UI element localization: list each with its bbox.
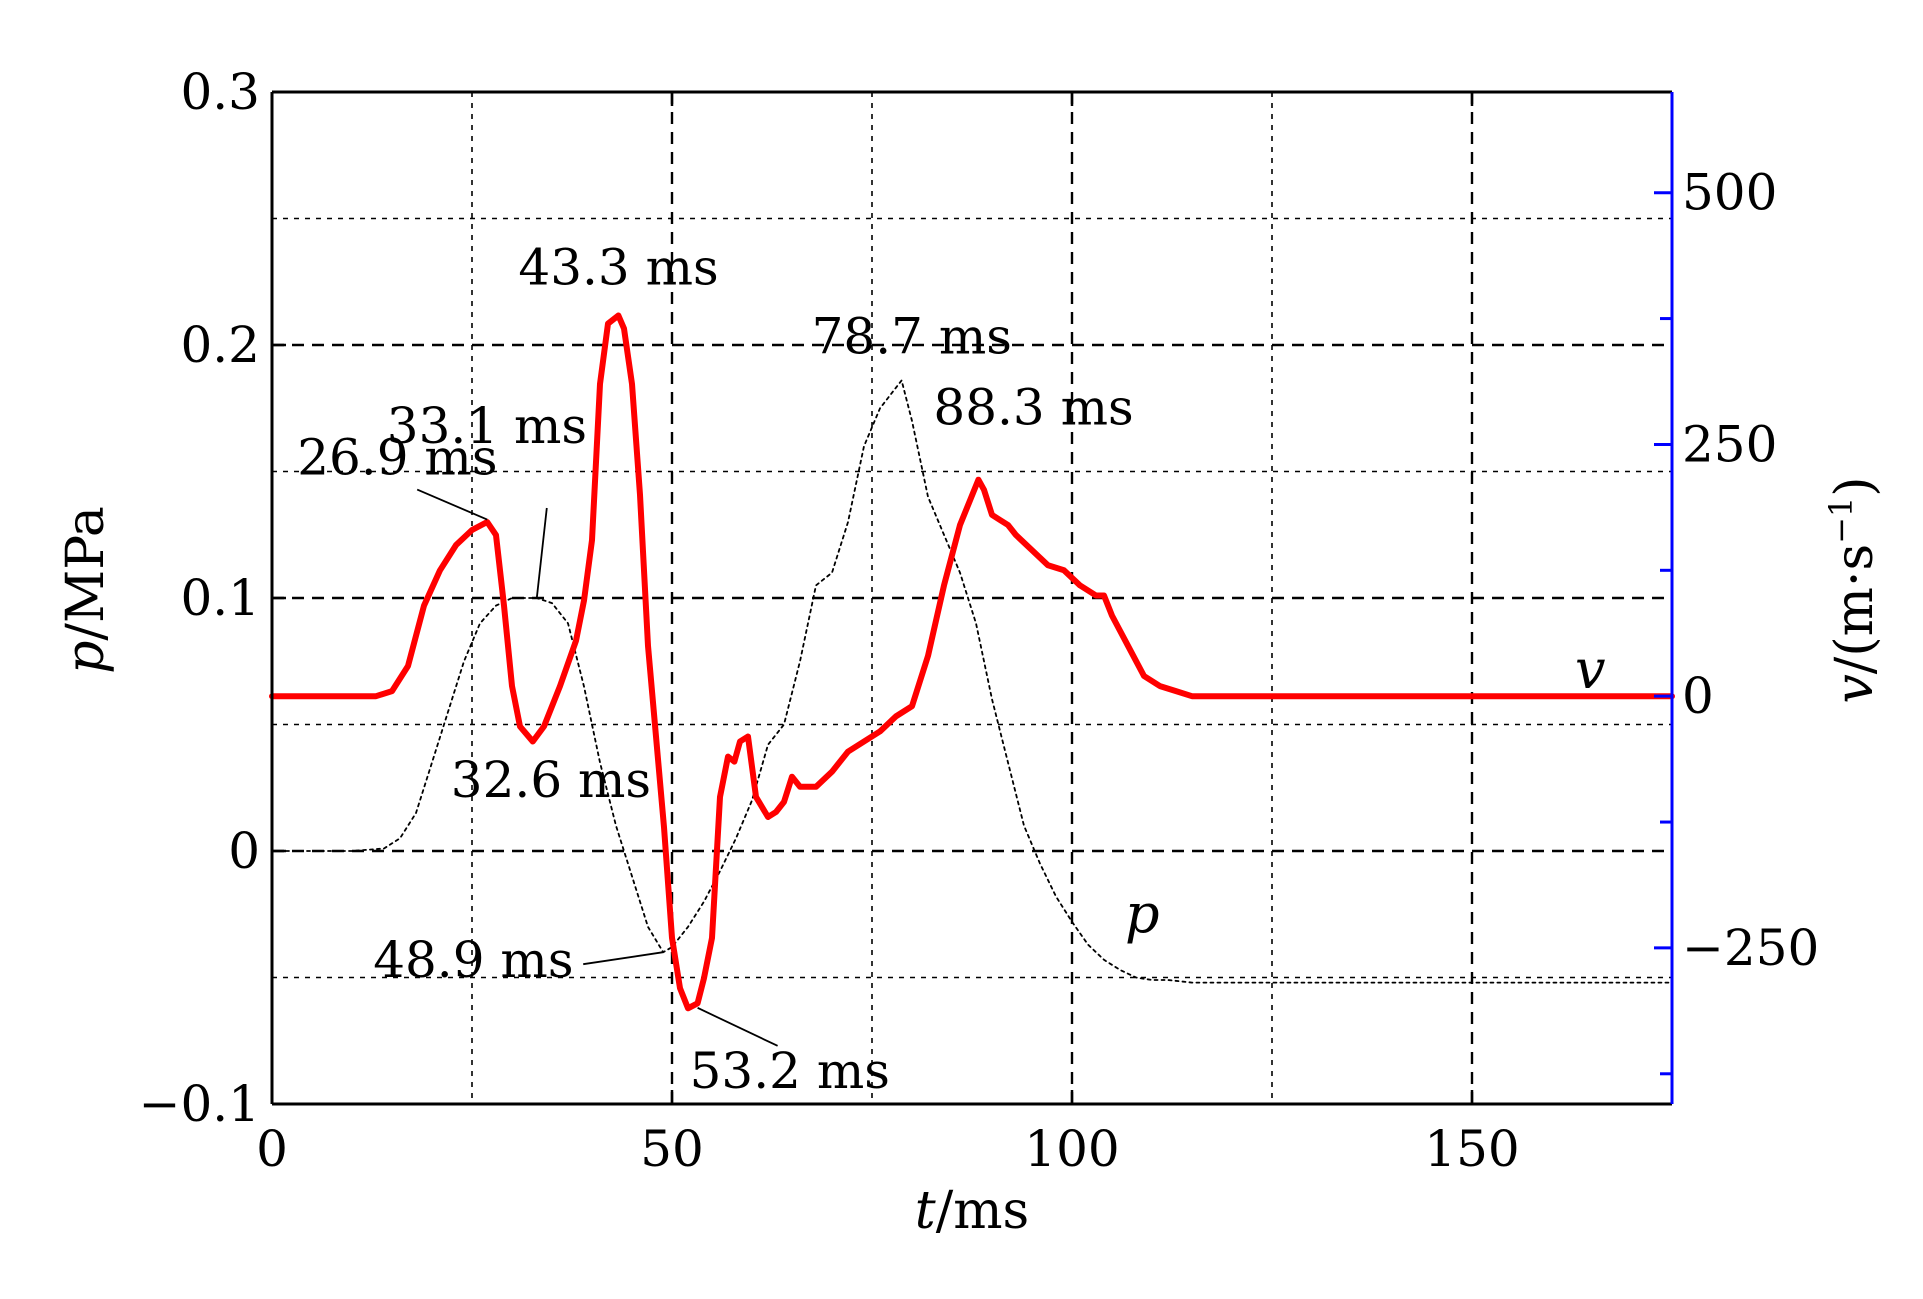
series-line-p (271, 379, 1673, 984)
series-label-v: v (1575, 638, 1606, 701)
y-right-tick-label: −250 (1682, 919, 1819, 977)
annotation-leader (535, 507, 548, 599)
annotation-label: 53.2 ms (690, 1042, 890, 1100)
y-left-tick-label: 0.2 (180, 316, 260, 374)
x-tick-label: 150 (1424, 1120, 1519, 1178)
y-right-tick-label: 250 (1682, 415, 1777, 473)
y-right-tick-label: 500 (1682, 164, 1777, 222)
y-right-label-symbol: v (1825, 674, 1885, 703)
y-left-tick-label: 0.3 (180, 63, 260, 121)
y-right-label-exponent: −1 (1822, 497, 1860, 544)
x-axis-label-symbol: t (915, 1181, 936, 1241)
series-line-v (269, 312, 1675, 1012)
y-axis-left-label: p/MPa (56, 506, 116, 674)
annotation-label: 88.3 ms (933, 378, 1133, 436)
x-tick-label: 50 (640, 1120, 704, 1178)
annotation-label: 48.9 ms (373, 931, 573, 989)
x-axis-label-unit: /ms (936, 1181, 1030, 1241)
annotation-leader (416, 488, 488, 521)
annotation-label: 26.9 ms (297, 429, 497, 487)
y-left-tick-label: 0 (228, 822, 260, 880)
annotation-label: 78.7 ms (812, 307, 1012, 365)
y-left-label-unit: /MPa (56, 506, 116, 640)
y-axis-right-label: v/(m·s−1) (1822, 476, 1885, 703)
annotation-leader (697, 1007, 778, 1047)
y-left-tick-label: −0.1 (139, 1075, 260, 1133)
y-left-label-symbol: p (56, 641, 116, 674)
series-label-p: p (1125, 882, 1160, 945)
x-tick-label: 100 (1024, 1120, 1119, 1178)
y-right-label-unit: /(m·s (1825, 544, 1885, 674)
annotation-leaders (416, 488, 778, 1047)
annotation-label: 33.1 ms (387, 397, 587, 455)
tick-marks (270, 90, 1672, 1106)
x-tick-label: 0 (256, 1120, 288, 1178)
y-left-tick-label: 0.1 (180, 569, 260, 627)
annotation-label: 32.6 ms (451, 751, 651, 809)
annotation-label: 43.3 ms (518, 239, 718, 297)
y-right-label-close: ) (1825, 476, 1885, 496)
series-layer (269, 312, 1675, 1012)
x-axis-label: t/ms (915, 1181, 1029, 1241)
annotation-leader (583, 951, 664, 966)
y-right-tick-label: 0 (1682, 667, 1714, 725)
